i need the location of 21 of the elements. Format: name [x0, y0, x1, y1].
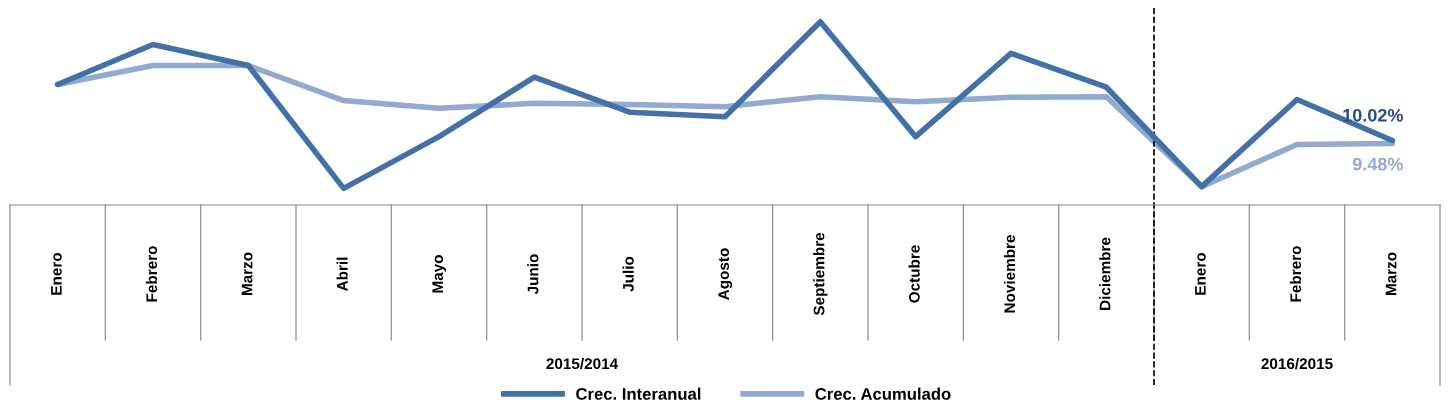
- x-tick-label: Octubre: [908, 245, 920, 303]
- legend-label: Crec. Interanual: [576, 387, 701, 400]
- x-tick-label: Noviembre: [1003, 235, 1016, 313]
- x-tick-label: Abril: [336, 257, 348, 292]
- data-label: 9.48%: [1352, 157, 1403, 171]
- legend-label: Crec. Acumulado: [815, 387, 951, 400]
- data-label: 10.02%: [1343, 108, 1403, 122]
- text: 2016/2015: [1261, 357, 1333, 370]
- x-tick-label: Febrero: [1289, 246, 1302, 302]
- x-tick-label: Enero: [1195, 252, 1206, 295]
- text: 2015/2014: [546, 357, 619, 370]
- x-tick-label: Septiembre: [813, 232, 828, 316]
- x-tick-label: Diciembre: [1099, 237, 1111, 310]
- x-tick-label: Mayo: [432, 255, 447, 293]
- x-tick-label: Marzo: [1385, 252, 1397, 296]
- x-tick-label: Marzo: [241, 252, 253, 296]
- x-tick-label: Agosto: [718, 248, 733, 300]
- x-tick-label: Enero: [51, 252, 62, 295]
- x-tick-label: Febrero: [145, 246, 158, 302]
- x-tick-label: Junio: [527, 254, 539, 295]
- x-tick-label: Julio: [622, 256, 634, 292]
